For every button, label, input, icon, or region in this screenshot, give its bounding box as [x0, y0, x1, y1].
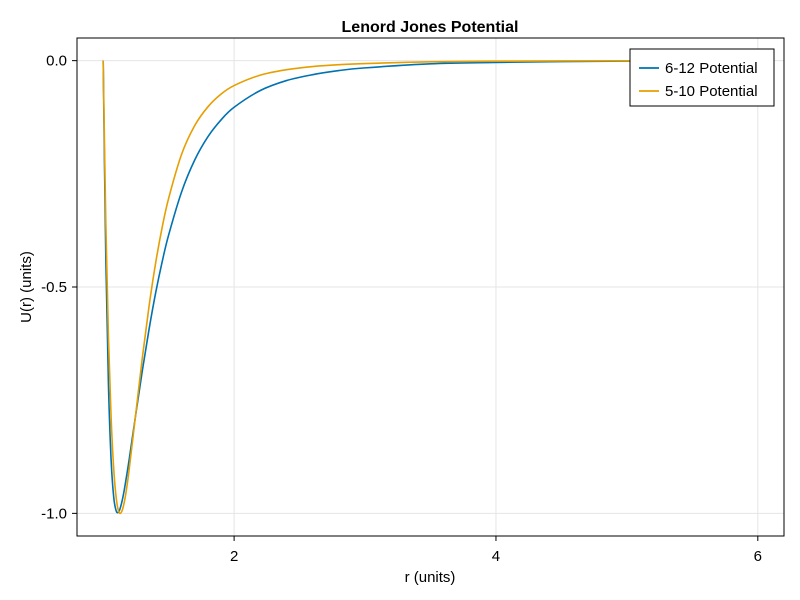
series-line-1 — [102, 59, 758, 515]
x-axis-label: r (units) — [405, 569, 456, 586]
legend-box — [629, 48, 775, 107]
y-tick-label: -1.0 — [41, 505, 67, 522]
series-lines — [102, 59, 758, 515]
y-tick-label: 0.0 — [46, 53, 67, 70]
axis-ticks: 2 4 6 0.0 -0.5 -1.0 — [41, 53, 762, 565]
legend-label-0: 6-12 Potential — [665, 60, 758, 77]
legend: 6-12 Potential 5-10 Potential — [629, 48, 775, 107]
x-tick-label: 4 — [492, 548, 500, 565]
x-tick-label: 2 — [230, 548, 238, 565]
chart-title: Lenord Jones Potential — [342, 19, 519, 36]
y-tick-label: -0.5 — [41, 279, 67, 296]
series-line-0 — [102, 59, 758, 514]
grid — [77, 38, 784, 536]
x-tick-label: 6 — [754, 548, 762, 565]
legend-label-1: 5-10 Potential — [665, 83, 758, 100]
y-axis-label: U(r) (units) — [18, 251, 35, 323]
